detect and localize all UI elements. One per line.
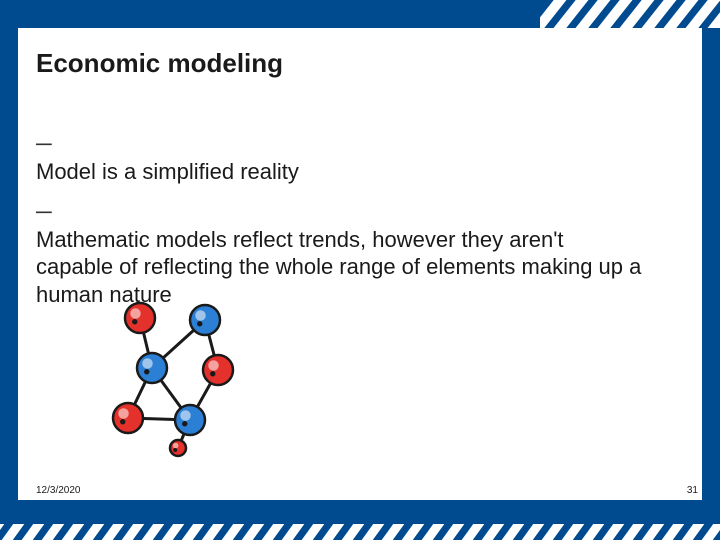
bullet-text: Model is a simplified reality	[36, 158, 646, 186]
footer-date: 12/3/2020	[36, 485, 81, 496]
bullet-item: ─ Model is a simplified reality	[36, 130, 670, 185]
bottom-hatch-decoration	[0, 524, 720, 540]
bullet-dash-icon: ─	[36, 198, 54, 226]
bullet-item: ─ Mathematic models reflect trends, howe…	[36, 198, 670, 308]
molecule-graphic	[110, 300, 270, 460]
bullet-dash-icon: ─	[36, 130, 54, 158]
slide-title: Economic modeling	[36, 48, 283, 79]
bullet-text: Mathematic models reflect trends, howeve…	[36, 226, 646, 309]
top-hatch-decoration	[540, 0, 720, 28]
footer-page-number: 31	[687, 485, 698, 496]
